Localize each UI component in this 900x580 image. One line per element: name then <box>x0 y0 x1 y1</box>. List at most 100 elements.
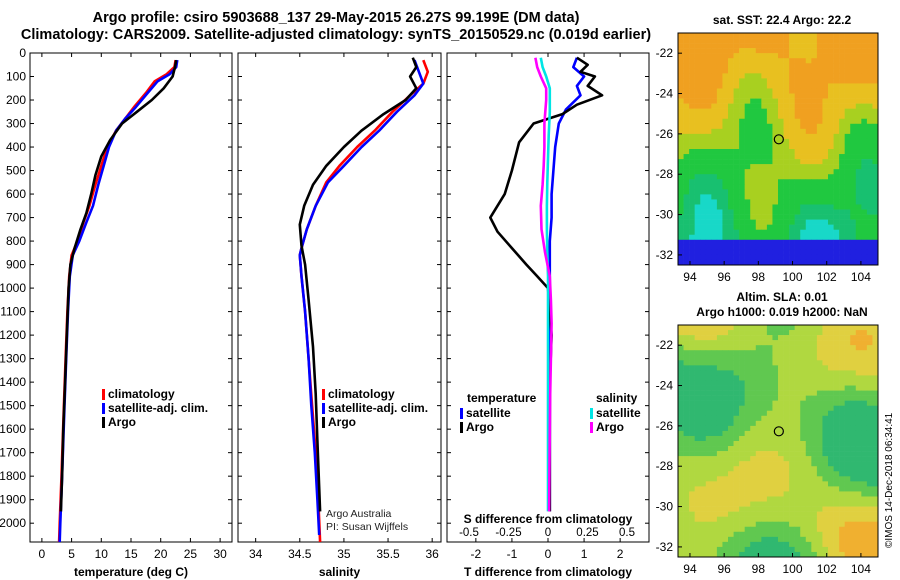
map-cell <box>794 154 801 160</box>
map-cell <box>728 108 734 114</box>
map-cell <box>694 179 701 185</box>
map-cell <box>866 496 873 502</box>
map-cell <box>800 108 807 114</box>
map-cell <box>844 88 851 94</box>
legend-salinity-header: salinity <box>596 391 638 405</box>
map-cell <box>855 244 862 251</box>
map-cell <box>705 133 712 140</box>
map-cell <box>866 113 873 120</box>
map-cell <box>700 501 707 507</box>
map-cell <box>694 435 701 442</box>
map-cell <box>872 516 879 522</box>
map-cell <box>778 506 784 512</box>
map-cell <box>711 481 718 487</box>
map-cell <box>839 234 845 241</box>
map-cell <box>750 149 757 155</box>
map-cell <box>705 169 712 175</box>
map-cell <box>722 425 729 432</box>
map-cell <box>872 345 879 351</box>
map-cell <box>722 58 729 64</box>
map-cell <box>816 174 823 180</box>
map-cell <box>755 355 762 361</box>
map-cell <box>716 395 723 401</box>
legend-climatology-marker <box>102 389 105 400</box>
map-cell <box>833 194 840 200</box>
map-cell <box>872 128 879 135</box>
map-cell <box>828 385 834 391</box>
map-cell <box>789 471 795 477</box>
map-cell <box>833 456 840 462</box>
map-cell <box>711 405 718 412</box>
map-cell <box>761 385 768 391</box>
map-cell <box>833 501 840 507</box>
map-cell <box>855 98 862 104</box>
map-cell <box>850 395 857 401</box>
map-cell <box>833 219 840 225</box>
map-cell <box>800 521 807 528</box>
map-cell <box>855 461 862 467</box>
map-cell <box>850 496 857 502</box>
map-cell <box>778 159 784 165</box>
map-cell <box>739 63 745 69</box>
map-cell <box>700 395 707 401</box>
map-cell <box>866 541 873 548</box>
map-cell <box>744 521 751 528</box>
map-cell <box>728 239 734 246</box>
map-cell <box>850 33 857 39</box>
map-cell <box>839 385 845 391</box>
map-cell <box>839 154 845 160</box>
map-cell <box>761 138 768 145</box>
map-cell <box>711 496 718 502</box>
map-cell <box>705 496 712 502</box>
map-cell <box>716 259 723 266</box>
map-cell <box>839 370 845 376</box>
map-cell <box>783 501 790 507</box>
map-cell <box>733 521 740 528</box>
map-cell <box>722 410 729 417</box>
map-cell <box>855 405 862 412</box>
map-cell <box>766 194 773 200</box>
map-cell <box>839 53 845 59</box>
map-cell <box>744 164 751 170</box>
map-cell <box>811 536 818 543</box>
map-cell <box>800 546 807 553</box>
map-lon-label: 94 <box>683 562 697 576</box>
map-cell <box>750 435 757 442</box>
map-cell <box>705 239 712 246</box>
map-cell <box>689 93 695 99</box>
map-cell <box>789 546 795 553</box>
map-cell <box>822 103 829 109</box>
map-cell <box>694 420 701 427</box>
map-cell <box>728 435 734 442</box>
map-cell <box>811 446 818 452</box>
map-cell <box>694 521 701 528</box>
map-cell <box>761 390 768 396</box>
map-cell <box>722 98 729 104</box>
map-cell <box>761 98 768 104</box>
map-cell <box>744 234 751 241</box>
map-cell <box>794 234 801 241</box>
map-cell <box>694 244 701 251</box>
map-cell <box>861 128 868 135</box>
map-cell <box>839 400 845 406</box>
map-cell <box>750 476 757 482</box>
map-cell <box>844 63 851 69</box>
map-cell <box>744 405 751 412</box>
map-cell <box>750 370 757 376</box>
map-cell <box>866 481 873 487</box>
map-cell <box>872 259 879 266</box>
map-cell <box>783 68 790 74</box>
map-cell <box>705 340 712 346</box>
map-cell <box>839 420 845 427</box>
map-cell <box>733 546 740 553</box>
map-cell <box>722 476 729 482</box>
map-cell <box>766 169 773 175</box>
map-cell <box>794 350 801 356</box>
map-cell <box>755 370 762 376</box>
map-cell <box>683 380 690 386</box>
map-cell <box>705 390 712 396</box>
map-cell <box>678 204 684 210</box>
map-cell <box>728 98 734 104</box>
map-cell <box>855 234 862 241</box>
map-cell <box>811 159 818 165</box>
